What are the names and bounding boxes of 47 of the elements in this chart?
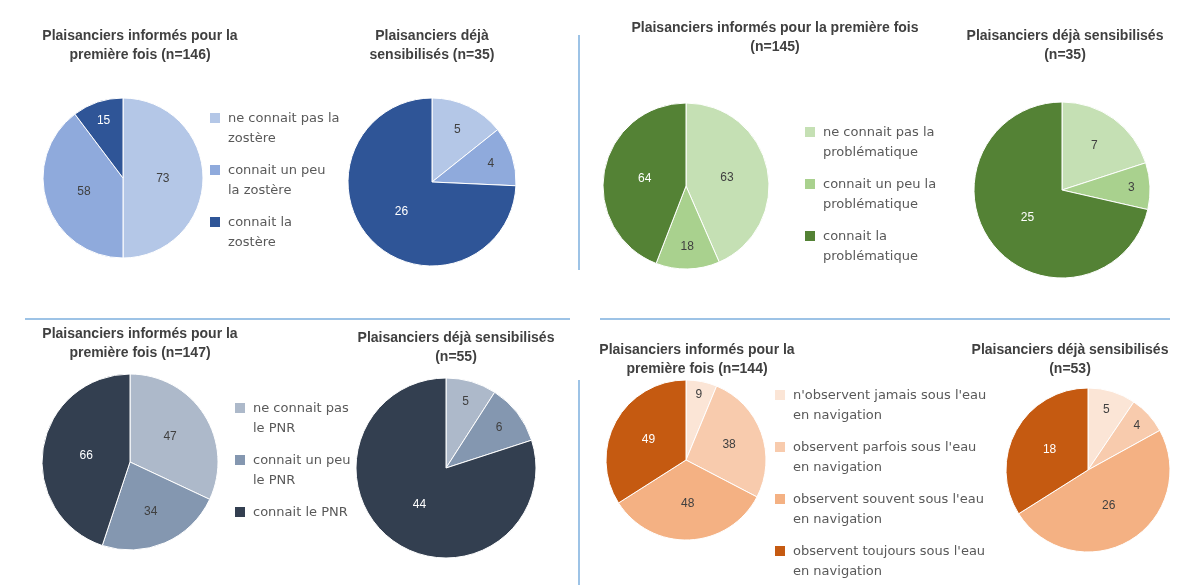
- legend-label: ne connait pas la problématique: [823, 124, 935, 159]
- data-label: 3: [1127, 179, 1135, 194]
- data-label: 5: [453, 122, 461, 137]
- data-label: 58: [77, 184, 91, 199]
- legend-label: ne connait pas la zostère: [228, 110, 340, 145]
- data-label: 25: [1020, 210, 1035, 225]
- data-label: 4: [1133, 418, 1141, 433]
- slice-label: Plaisanciers informés pour la première fois (n=146): [41, 26, 239, 64]
- slice-label: Plaisanciers informés pour la première fois (n=147): [41, 324, 239, 362]
- data-label: 7: [1091, 138, 1099, 153]
- data-label: 34: [144, 503, 158, 518]
- data-label: 73: [156, 171, 170, 185]
- legend-label: connait un peu la zostère: [228, 162, 326, 197]
- data-label: 18: [1042, 441, 1057, 456]
- data-label: 18: [680, 239, 695, 254]
- data-label: 9: [695, 387, 703, 402]
- slice-label: Plaisanciers informés pour la première fois (n=144): [598, 340, 796, 378]
- data-label: 47: [163, 429, 178, 444]
- data-label: 44: [412, 497, 427, 512]
- legend-label: ne connait pas le PNR: [253, 400, 349, 435]
- data-label: 26: [1102, 498, 1116, 513]
- data-label: 49: [641, 432, 656, 447]
- data-label: 66: [79, 447, 94, 462]
- slice-label: Plaisanciers déjà sensibilisés (n=35): [965, 26, 1165, 64]
- data-label: 4: [487, 155, 495, 170]
- legend-label: connait la zostère: [228, 214, 292, 249]
- slice-label: Plaisanciers déjà sensibilisés (n=35): [368, 26, 496, 64]
- data-label: 26: [394, 204, 409, 219]
- data-label: 63: [720, 170, 734, 185]
- legend-label: observent souvent sous l'eau en navigation: [793, 491, 984, 526]
- legend-label: connait un peu la problématique: [823, 176, 937, 211]
- legend-label: observent parfois sous l'eau en navigation: [793, 439, 977, 474]
- slice-label: Plaisanciers déjà sensibilisés (n=55): [356, 328, 556, 366]
- legend-label: connait le PNR: [253, 504, 348, 519]
- legend-label: n'observent jamais sous l'eau en navigation: [793, 387, 987, 422]
- data-label: 5: [1103, 402, 1111, 417]
- data-label: 6: [495, 419, 503, 434]
- slice-label: Plaisanciers déjà sensibilisés (n=53): [970, 340, 1170, 378]
- legend-label: observent toujours sous l'eau en navigation: [793, 543, 986, 578]
- slice-label: Plaisanciers informés pour la première fois (n=145): [630, 18, 920, 56]
- legend-label: connait un peu le PNR: [253, 452, 351, 487]
- data-label: 15: [96, 113, 111, 128]
- data-label: 64: [638, 171, 652, 186]
- data-label: 38: [722, 437, 737, 452]
- data-label: 48: [681, 495, 695, 510]
- legend-label: connait la problématique: [823, 228, 918, 263]
- data-label: 5: [462, 393, 470, 408]
